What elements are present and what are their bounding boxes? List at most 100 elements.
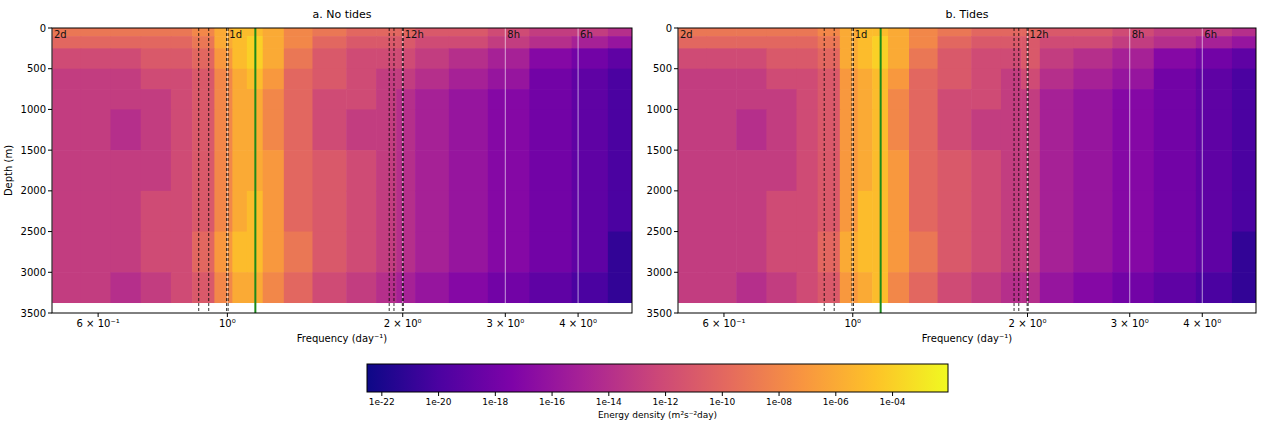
cell	[858, 48, 873, 69]
cell	[529, 36, 572, 49]
x-tick-label: 3 × 10⁰	[486, 318, 524, 329]
cell	[608, 28, 632, 37]
cell	[284, 150, 313, 191]
cell	[818, 28, 841, 37]
cell	[818, 109, 841, 150]
cell	[449, 232, 489, 273]
cell	[232, 191, 247, 232]
cell	[1154, 36, 1197, 49]
cell	[736, 36, 767, 49]
x-tick	[1129, 313, 1130, 317]
x-axis-title: Frequency (day⁻¹)	[922, 333, 1012, 344]
cell	[736, 48, 767, 69]
tidal-line	[824, 28, 825, 313]
cell	[214, 109, 233, 150]
cell	[736, 150, 767, 191]
period-label: 2d	[54, 29, 67, 40]
cell	[707, 150, 737, 191]
cell	[766, 191, 797, 232]
cell	[192, 28, 215, 37]
x-tick	[98, 313, 99, 317]
colorbar-tick-label: 1e-20	[426, 397, 452, 407]
cell	[529, 89, 572, 110]
cell	[1196, 150, 1233, 191]
y-tick-label: 3500	[647, 308, 672, 319]
cell	[214, 48, 233, 69]
cell	[346, 48, 376, 69]
cell	[1021, 69, 1040, 90]
cell	[232, 150, 247, 191]
cell	[1154, 48, 1197, 69]
x-tick-label: 2 × 10⁰	[384, 318, 422, 329]
cell	[938, 36, 972, 49]
cell	[736, 69, 767, 90]
cell	[888, 191, 910, 232]
cell	[110, 150, 141, 191]
cell	[192, 191, 215, 232]
cell	[488, 109, 530, 150]
cell	[284, 48, 313, 69]
cell	[678, 150, 707, 191]
cell	[232, 232, 247, 273]
y-tick	[48, 68, 52, 69]
cell	[415, 109, 449, 150]
y-tick-label: 1500	[647, 145, 672, 156]
cell	[263, 272, 285, 303]
cell	[312, 272, 346, 303]
period-label: 6h	[1204, 29, 1217, 40]
cell	[572, 272, 609, 303]
cell	[572, 191, 609, 232]
cell	[971, 272, 1001, 303]
cell	[52, 89, 81, 110]
cell	[1021, 48, 1040, 69]
cell	[1073, 48, 1112, 69]
cell	[1154, 28, 1197, 37]
cell	[909, 150, 938, 191]
y-tick-label: 0	[666, 23, 672, 34]
cell	[766, 89, 797, 110]
tidal-line	[226, 28, 227, 313]
y-tick-label: 0	[40, 23, 46, 34]
cell	[1232, 150, 1256, 191]
cell	[909, 191, 938, 232]
colorbar-tick-label: 1e-16	[539, 397, 565, 407]
cell	[1073, 109, 1112, 150]
colorbar: 1e-221e-201e-181e-161e-141e-121e-101e-08…	[367, 364, 948, 420]
y-tick	[674, 272, 678, 273]
cell	[840, 69, 859, 90]
cell	[449, 150, 489, 191]
cell	[1154, 191, 1197, 232]
cell	[1196, 272, 1233, 303]
cell	[192, 232, 215, 273]
cell	[396, 272, 415, 303]
cell	[488, 150, 530, 191]
cell	[1112, 48, 1154, 69]
cell	[888, 48, 910, 69]
cell	[909, 48, 938, 69]
cell	[81, 36, 111, 49]
cell	[232, 48, 247, 69]
cell	[171, 28, 193, 37]
cell	[284, 232, 313, 273]
cell	[971, 28, 1001, 37]
cell	[263, 232, 285, 273]
y-tick	[674, 231, 678, 232]
cell	[396, 89, 415, 110]
cell	[888, 109, 910, 150]
cell	[971, 150, 1001, 191]
cell	[81, 109, 111, 150]
cell	[263, 36, 285, 49]
cell	[796, 191, 818, 232]
inertial-line	[880, 28, 882, 313]
y-tick-label: 1000	[21, 104, 46, 115]
cell	[796, 69, 818, 90]
cell	[415, 69, 449, 90]
tidal-line	[1027, 28, 1028, 313]
cell	[608, 109, 632, 150]
cell	[263, 28, 285, 37]
cell	[1021, 150, 1040, 191]
period-line	[505, 28, 506, 313]
cell	[214, 89, 233, 110]
cell	[608, 232, 632, 273]
plot-background	[678, 28, 1256, 313]
